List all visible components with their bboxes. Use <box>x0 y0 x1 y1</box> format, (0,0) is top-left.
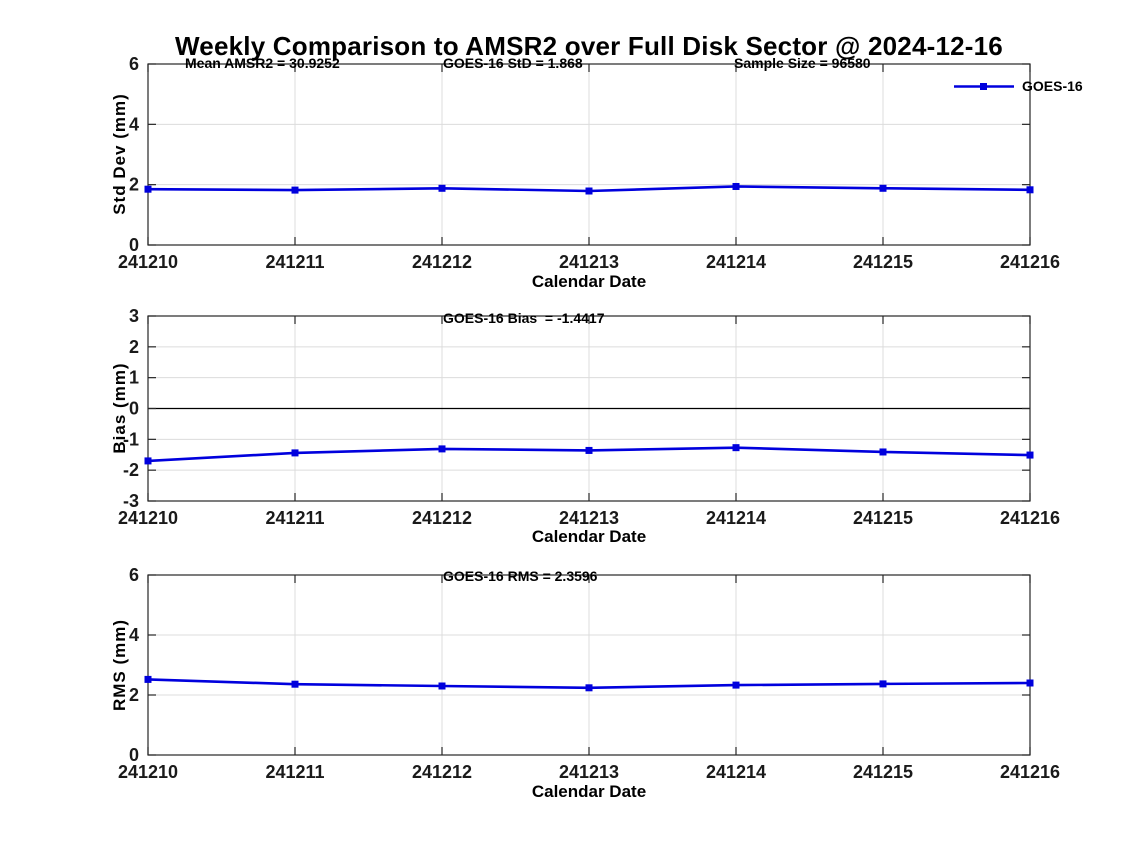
x-axis-label-stddev: Calendar Date <box>531 272 647 291</box>
x-tick-label: 241212 <box>412 762 472 782</box>
legend-line-sample-icon <box>954 82 1014 90</box>
y-tick-label: -2 <box>123 460 139 480</box>
annotation-mean-amsr2: Mean AMSR2 = 30.9252 <box>185 55 340 71</box>
x-tick-label: 241214 <box>706 252 766 272</box>
data-marker <box>291 186 299 194</box>
data-marker <box>732 444 740 452</box>
x-tick-label: 241213 <box>559 252 619 272</box>
data-marker <box>732 182 740 190</box>
x-tick-label: 241212 <box>412 252 472 272</box>
x-tick-label: 241215 <box>853 252 913 272</box>
y-tick-label: 2 <box>129 337 139 357</box>
data-marker <box>732 681 740 689</box>
x-tick-label: 241211 <box>265 508 324 528</box>
x-tick-label: 241211 <box>265 252 324 272</box>
y-axis-label-rms: RMS (mm) <box>110 618 129 712</box>
legend-label: GOES-16 <box>1022 78 1083 94</box>
x-tick-label: 241214 <box>706 508 766 528</box>
data-marker <box>879 680 887 688</box>
x-tick-label: 241210 <box>118 762 178 782</box>
y-tick-label: 3 <box>129 306 139 326</box>
data-marker <box>438 682 446 690</box>
x-tick-label: 241213 <box>559 762 619 782</box>
y-tick-label: -1 <box>123 429 139 449</box>
chart-title: Weekly Comparison to AMSR2 over Full Dis… <box>175 31 1003 61</box>
annotation-goes16-rms: GOES-16 RMS = 2.3596 <box>443 568 598 584</box>
y-tick-label: 4 <box>129 625 139 645</box>
data-marker <box>585 187 593 195</box>
data-marker <box>438 184 446 192</box>
y-tick-label: 0 <box>129 399 139 419</box>
legend: GOES-16 <box>953 78 1083 94</box>
y-tick-label: 6 <box>129 54 139 74</box>
data-marker <box>585 446 593 454</box>
data-marker <box>1026 679 1034 687</box>
x-tick-label: 241214 <box>706 762 766 782</box>
annotation-goes16-bias: GOES-16 Bias = -1.4417 <box>443 310 605 326</box>
y-tick-label: 1 <box>129 368 139 388</box>
x-tick-label: 241210 <box>118 508 178 528</box>
data-marker <box>144 675 152 683</box>
data-marker <box>1026 451 1034 459</box>
x-tick-label: 241216 <box>1000 508 1060 528</box>
data-marker <box>438 445 446 453</box>
data-marker <box>879 184 887 192</box>
y-axis-label-stddev: Std Dev (mm) <box>110 93 129 215</box>
data-marker <box>144 457 152 465</box>
x-axis-label-rms: Calendar Date <box>531 782 647 801</box>
x-tick-label: 241216 <box>1000 252 1060 272</box>
annotation-goes16-std: GOES-16 StD = 1.868 <box>443 55 583 71</box>
data-marker <box>291 449 299 457</box>
y-axis-label-bias: Bias (mm) <box>110 362 129 454</box>
x-tick-label: 241210 <box>118 252 178 272</box>
data-marker <box>585 684 593 692</box>
data-marker <box>1026 186 1034 194</box>
y-tick-label: 0 <box>129 745 139 765</box>
annotation-sample-size: Sample Size = 96580 <box>734 55 871 71</box>
x-tick-label: 241212 <box>412 508 472 528</box>
data-marker <box>291 680 299 688</box>
data-marker <box>144 185 152 193</box>
x-axis-label-bias: Calendar Date <box>531 527 647 546</box>
y-tick-label: 0 <box>129 235 139 255</box>
x-tick-label: 241215 <box>853 762 913 782</box>
x-tick-label: 241215 <box>853 508 913 528</box>
y-tick-label: -3 <box>123 491 139 511</box>
y-tick-label: 6 <box>129 565 139 585</box>
x-tick-label: 241213 <box>559 508 619 528</box>
data-marker <box>879 448 887 456</box>
y-tick-label: 4 <box>129 114 139 134</box>
y-tick-label: 2 <box>129 685 139 705</box>
x-tick-label: 241216 <box>1000 762 1060 782</box>
y-tick-label: 2 <box>129 175 139 195</box>
x-tick-label: 241211 <box>265 762 324 782</box>
